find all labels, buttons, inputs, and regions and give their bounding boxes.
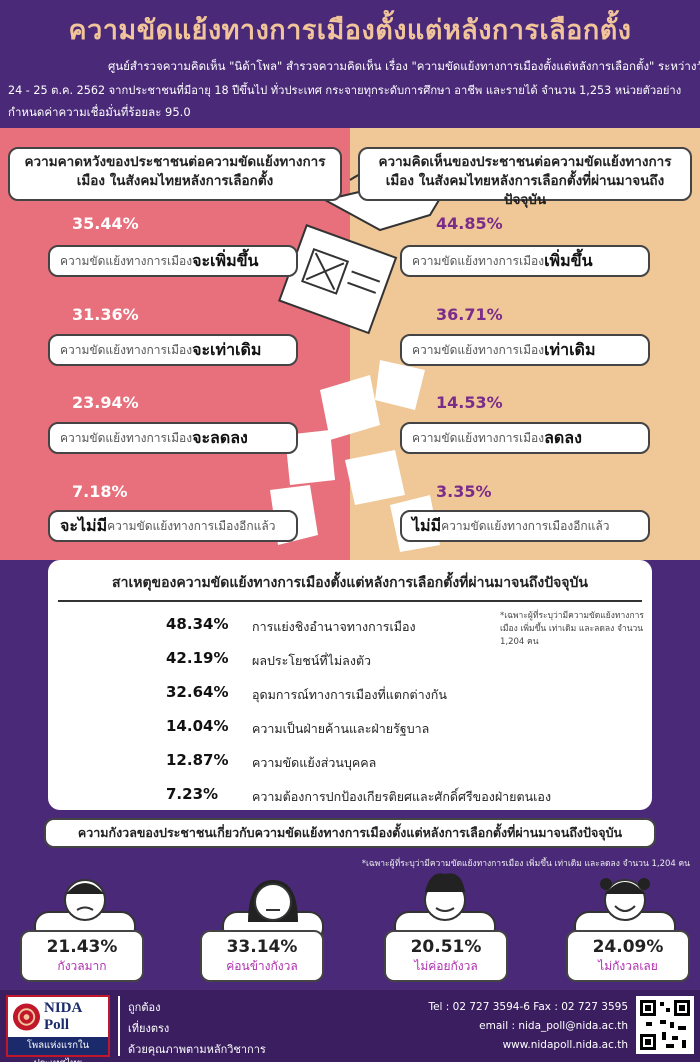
qr-code-icon (636, 996, 694, 1054)
worry-box-not-very: 20.51% ไม่ค่อยกังวล (384, 930, 508, 982)
left-option-same: ความขัดแย้งทางการเมือง จะเท่าเดิม (48, 334, 298, 366)
subtitle-line-3: กำหนดค่าความเชื่อมั่นที่ร้อยละ 95.0 (8, 105, 191, 119)
left-pct-same: 31.36% (72, 305, 139, 324)
right-option-none: ไม่มี ความขัดแย้งทางการเมืองอีกแล้ว (400, 510, 650, 542)
contact-email[interactable]: email : nida_poll@nida.ac.th (479, 1020, 628, 1032)
causes-title: สาเหตุของความขัดแย้งทางการเมืองตั้งแต่หล… (112, 575, 588, 591)
footer (0, 990, 700, 1062)
worry-note: *เฉพาะผู้ที่ระบุว่ามีความขัดแย้งทางการเม… (361, 859, 690, 869)
subtitle-line-2: 24 - 25 ต.ค. 2562 จากประชาชนที่มีอายุ 18… (8, 84, 682, 97)
right-pct-increase: 44.85% (436, 214, 503, 233)
worry-box-somewhat: 33.14% ค่อนข้างกังวล (200, 930, 324, 982)
cause-label: อุดมการณ์ทางการเมืองที่แตกต่างกัน (252, 687, 447, 702)
contact-tel: Tel : 02 727 3594-6 Fax : 02 727 3595 (428, 1001, 628, 1013)
cause-pct: 12.87% (166, 751, 229, 769)
left-option-increase: ความขัดแย้งทางการเมือง จะเพิ่มขึ้น (48, 245, 298, 277)
subtitle-line-1: ศูนย์สำรวจความคิดเห็น "นิด้าโพล" สำรวจคว… (108, 59, 700, 73)
right-option-increase: ความขัดแย้งทางการเมือง เพิ่มขึ้น (400, 245, 650, 277)
right-option-decrease: ความขัดแย้งทางการเมือง ลดลง (400, 422, 650, 454)
cause-label: ความขัดแย้งส่วนบุคคล (252, 755, 377, 770)
cause-label: ความเป็นฝ่ายค้านและฝ่ายรัฐบาล (252, 721, 430, 736)
causes-note: *เฉพาะผู้ที่ระบุว่ามีความขัดแย้งทางการเม… (500, 611, 644, 647)
left-option-decrease: ความขัดแย้งทางการเมือง จะลดลง (48, 422, 298, 454)
cause-pct: 32.64% (166, 683, 229, 701)
worry-title: ความกังวลของประชาชนเกี่ยวกับความขัดแย้งท… (44, 818, 656, 848)
motto-3: ด้วยคุณภาพตามหลักวิชาการ (128, 1043, 266, 1056)
cause-pct: 14.04% (166, 717, 229, 735)
right-question: ความคิดเห็นของประชาชนต่อความขัดแย้งทางกา… (358, 147, 692, 208)
right-pct-decrease: 14.53% (436, 393, 503, 412)
cause-label: การแย่งชิงอำนาจทางการเมือง (252, 619, 416, 634)
right-pct-none: 3.35% (436, 482, 492, 501)
right-pct-same: 36.71% (436, 305, 503, 324)
cause-pct: 7.23% (166, 785, 219, 803)
motto-1: ถูกต้อง (128, 1001, 161, 1014)
left-option-none: จะไม่มี ความขัดแย้งทางการเมืองอีกแล้ว (48, 510, 298, 542)
left-pct-increase: 35.44% (72, 214, 139, 233)
header-band (0, 0, 700, 128)
left-question: ความคาดหวังของประชาชนต่อความขัดแย้งทางกา… (8, 147, 342, 201)
worry-box-not-at-all: 24.09% ไม่กังวลเลย (566, 930, 690, 982)
right-option-same: ความขัดแย้งทางการเมือง เท่าเดิม (400, 334, 650, 366)
nida-poll-logo: NIDA Poll โพลแห่งแรกในประเทศไทย (6, 995, 110, 1062)
footer-divider (118, 996, 120, 1056)
causes-divider (58, 600, 642, 602)
cause-pct: 48.34% (166, 615, 229, 633)
worry-box-very: 21.43% กังวลมาก (20, 930, 144, 982)
cause-pct: 42.19% (166, 649, 229, 667)
nida-emblem-icon (12, 1003, 41, 1031)
cause-label: ความต้องการปกป้องเกียรติยศและศักดิ์ศรีขอ… (252, 789, 552, 804)
left-pct-decrease: 23.94% (72, 393, 139, 412)
cause-label: ผลประโยชน์ที่ไม่ลงตัว (252, 653, 372, 668)
page-title: ความขัดแย้งทางการเมืองตั้งแต่หลังการเลือ… (68, 15, 632, 46)
left-pct-none: 7.18% (72, 482, 128, 501)
motto-2: เที่ยงตรง (128, 1022, 170, 1035)
contact-website[interactable]: www.nidapoll.nida.ac.th (502, 1039, 628, 1051)
